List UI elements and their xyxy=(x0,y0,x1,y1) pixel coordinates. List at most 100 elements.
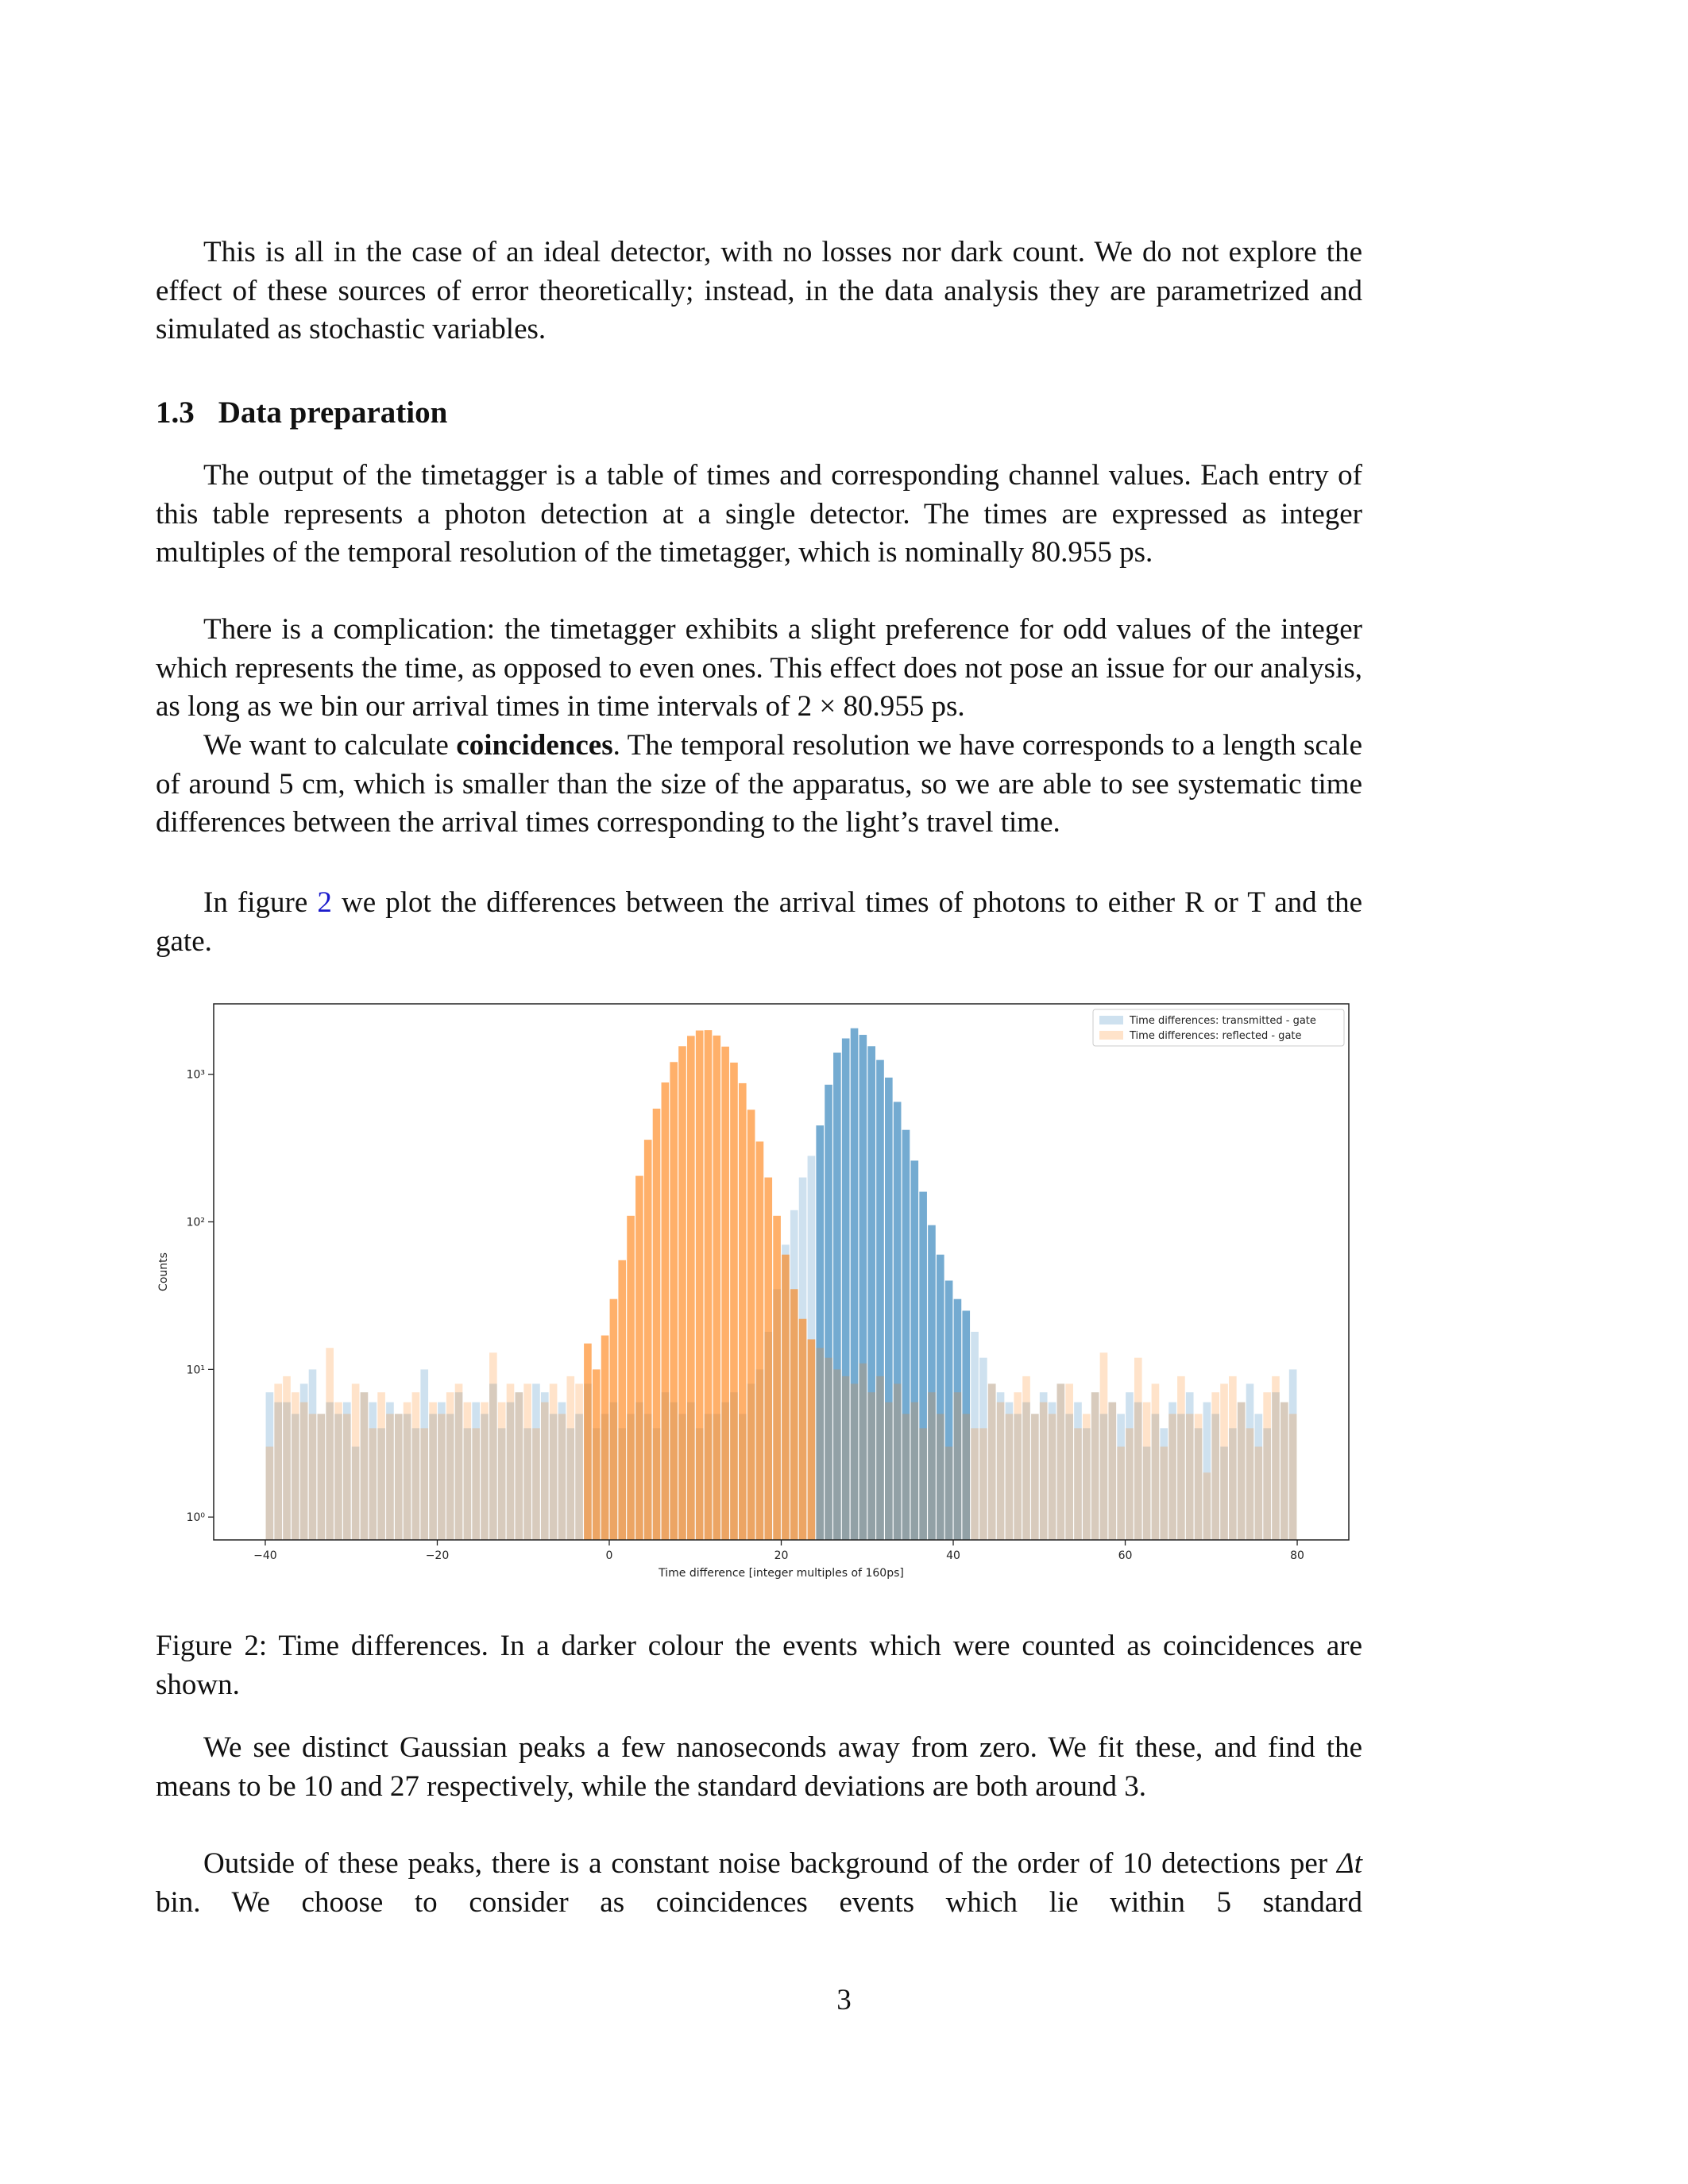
bar xyxy=(825,1357,832,1540)
bar xyxy=(481,1414,489,1540)
bar xyxy=(1031,1414,1039,1540)
bar xyxy=(1194,1414,1203,1540)
bar xyxy=(928,1392,936,1540)
bar xyxy=(764,1177,773,1540)
bar xyxy=(979,1357,987,1540)
bar xyxy=(987,1383,996,1540)
bar xyxy=(902,1129,910,1540)
bar xyxy=(876,1059,884,1540)
bar xyxy=(566,1428,575,1540)
bar xyxy=(386,1402,394,1540)
bar xyxy=(841,1038,850,1540)
bar xyxy=(1229,1376,1237,1540)
bar xyxy=(369,1428,377,1540)
x-tick-label: 40 xyxy=(946,1549,960,1562)
bar xyxy=(575,1383,583,1540)
bar xyxy=(274,1383,283,1540)
bar xyxy=(1280,1402,1288,1540)
bar xyxy=(558,1414,566,1540)
bar xyxy=(532,1428,540,1540)
x-tick-label: −20 xyxy=(426,1549,450,1562)
bar xyxy=(618,1260,627,1540)
paragraph: There is a complication: the timetagger … xyxy=(156,611,1362,727)
bar xyxy=(1014,1392,1022,1540)
bar xyxy=(807,1339,816,1540)
bar xyxy=(936,1414,944,1540)
bar xyxy=(885,1077,893,1540)
bar xyxy=(1246,1383,1254,1540)
bar xyxy=(1065,1383,1073,1540)
bar xyxy=(782,1254,790,1540)
bar xyxy=(299,1402,308,1540)
bar xyxy=(1048,1414,1056,1540)
x-tick-label: 80 xyxy=(1290,1549,1304,1562)
chart: −40 −20 0 20 40 60 80 10⁰ 10¹ 10² 10³ Time differen… xyxy=(157,1003,1350,1580)
bar xyxy=(446,1414,454,1540)
bar xyxy=(1160,1428,1168,1540)
bar xyxy=(506,1383,515,1540)
bar xyxy=(747,1109,755,1540)
bar xyxy=(454,1383,463,1540)
bar xyxy=(540,1402,549,1540)
text: There is a complication: the timetagger … xyxy=(156,613,1362,723)
bar xyxy=(540,1392,549,1540)
bar xyxy=(575,1414,583,1540)
x-tick-label: 60 xyxy=(1118,1549,1133,1562)
bar xyxy=(1185,1414,1194,1540)
bar xyxy=(497,1428,506,1540)
bar xyxy=(1083,1414,1091,1540)
bar xyxy=(317,1414,326,1540)
bar xyxy=(403,1414,411,1540)
x-tick-label: −40 xyxy=(253,1549,277,1562)
bar xyxy=(893,1383,902,1540)
bar xyxy=(971,1428,979,1540)
bar xyxy=(360,1392,369,1540)
bar xyxy=(1254,1414,1263,1540)
legend-swatch xyxy=(1099,1016,1123,1024)
bar xyxy=(334,1414,342,1540)
bar xyxy=(1108,1402,1117,1540)
bar xyxy=(971,1331,979,1540)
bar xyxy=(566,1376,575,1540)
text: The output of the timetagger is a table … xyxy=(156,459,1362,569)
bar xyxy=(1117,1414,1125,1540)
bar xyxy=(308,1369,317,1540)
bar xyxy=(394,1414,403,1540)
bar xyxy=(1160,1446,1168,1540)
bar xyxy=(996,1392,1005,1540)
bar xyxy=(670,1062,678,1540)
bar xyxy=(893,1102,902,1540)
bar xyxy=(1091,1392,1099,1540)
bar xyxy=(549,1383,558,1540)
bar xyxy=(394,1414,403,1540)
bar xyxy=(411,1392,420,1540)
bar xyxy=(1288,1414,1297,1540)
bar xyxy=(1005,1402,1014,1540)
text: We see distinct Gaussian peaks a few nan… xyxy=(156,1731,1362,1803)
bar xyxy=(1099,1352,1108,1540)
bar xyxy=(584,1343,592,1540)
bar xyxy=(738,1082,747,1540)
bar xyxy=(532,1383,540,1540)
bar xyxy=(351,1446,360,1540)
bar xyxy=(876,1376,884,1540)
bar xyxy=(627,1215,635,1540)
x-axis-label: Time difference [integer multiples of 16… xyxy=(658,1567,904,1580)
bar xyxy=(928,1225,936,1540)
bar xyxy=(953,1392,962,1540)
bar xyxy=(454,1392,463,1540)
bar xyxy=(773,1215,781,1540)
bar xyxy=(1237,1402,1246,1540)
bar xyxy=(1151,1383,1160,1540)
bar xyxy=(438,1414,446,1540)
bar xyxy=(962,1414,971,1540)
bar xyxy=(713,1035,721,1540)
bar xyxy=(472,1402,480,1540)
section-number: 1.3 xyxy=(156,396,195,430)
figure-link[interactable]: 2 xyxy=(317,886,332,919)
bar xyxy=(1142,1402,1151,1540)
bar xyxy=(1151,1414,1160,1540)
bar xyxy=(1014,1414,1022,1540)
bar xyxy=(1134,1402,1142,1540)
